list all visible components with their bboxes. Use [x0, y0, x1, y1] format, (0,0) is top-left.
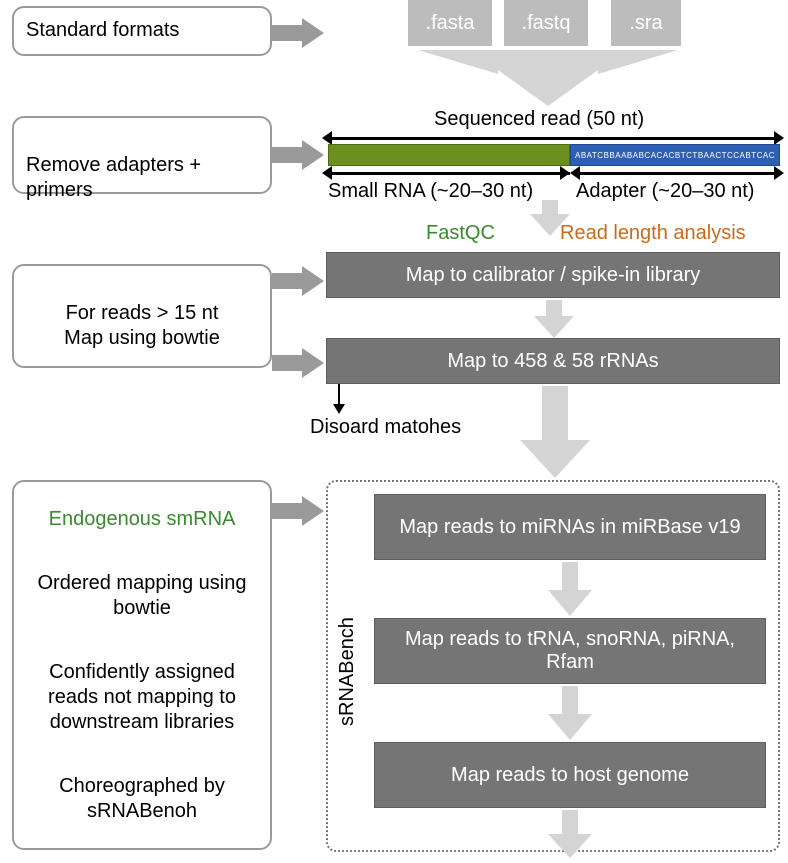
- arrow-mir-trna: [548, 562, 592, 621]
- srnabench-label: sRNABench: [336, 617, 359, 726]
- bottom-arrow-l1: [322, 166, 332, 180]
- arrow-remove: [272, 140, 322, 170]
- bottom-arrow-mid-r: [560, 166, 570, 180]
- step-genome: Map reads to host genome: [374, 742, 766, 808]
- adapter-label: Adapter (~20–30 nt): [576, 180, 754, 203]
- arrow-genome-out: [548, 810, 592, 863]
- top-arrow-right: [774, 131, 784, 145]
- left-box-map-bowtie: For reads > 15 nt Map using bowtie: [12, 264, 272, 368]
- calibrator-text: Map to calibrator / spike-in library: [406, 264, 701, 287]
- trna-text: Map reads to tRNA, snoRNA, piRNA, Rfam: [383, 628, 757, 674]
- discard-arrow: [333, 384, 345, 419]
- endo-title: Endogenous smRNA: [26, 507, 258, 532]
- genome-text: Map reads to host genome: [451, 763, 689, 787]
- discard-label: Disoard matohes: [310, 416, 461, 439]
- format-fasta: .fasta: [408, 0, 492, 46]
- fastqc-label: FastQC: [426, 222, 495, 245]
- rrna-text: Map to 458 & 58 rRNAs: [447, 350, 658, 373]
- endo-l2: Confidently assigned reads not mapping t…: [26, 660, 258, 735]
- format-sra-label: .sra: [629, 12, 662, 35]
- top-arrow-left: [322, 131, 332, 145]
- left-box-endogenous: Endogenous smRNA Ordered mapping using b…: [12, 480, 272, 850]
- map-bowtie-text: For reads > 15 nt Map using bowtie: [64, 302, 220, 349]
- endo-l3: Choreographed by sRNABenoh: [26, 774, 258, 824]
- step-mirbase: Map reads to miRNAs in miRBase v19: [374, 494, 766, 560]
- endo-l1: Ordered mapping using bowtie: [26, 571, 258, 621]
- format-fastq: .fastq: [504, 0, 588, 46]
- bottom-arrow-mid-l: [570, 166, 580, 180]
- arrow-standard: [272, 18, 322, 48]
- seq-read-title: Sequenced read (50 nt): [434, 108, 644, 131]
- step-rrna: Map to 458 & 58 rRNAs: [326, 338, 780, 384]
- step-trna: Map reads to tRNA, snoRNA, piRNA, Rfam: [374, 618, 766, 684]
- converge-arrow: [418, 50, 678, 113]
- small-rna-label: Small RNA (~20–30 nt): [328, 180, 533, 203]
- readlen-label: Read length analysis: [560, 222, 746, 245]
- arrow-endo: [272, 496, 322, 526]
- format-fasta-label: .fasta: [426, 12, 475, 35]
- bottom-arrow-line2: [580, 172, 774, 175]
- left-box-standard-formats: Standard formats: [12, 6, 272, 56]
- small-rna-bar: [328, 144, 570, 166]
- arrow-cal-rrna: [534, 300, 574, 343]
- bottom-arrow-r2: [774, 166, 784, 180]
- remove-adapters-text: Remove adapters + primers: [26, 154, 201, 201]
- arrow-bowtie-1: [272, 266, 322, 296]
- adapter-seq: ABATCBBAABABCACACBTCTBAACTCCABTCAC: [575, 151, 775, 160]
- mirbase-text: Map reads to miRNAs in miRBase v19: [399, 516, 740, 539]
- arrow-trna-genome: [548, 686, 592, 745]
- bottom-arrow-line1: [332, 172, 570, 175]
- format-fastq-label: .fastq: [522, 12, 571, 35]
- top-arrow-line: [332, 137, 774, 140]
- left-box-remove-adapters: Remove adapters + primers: [12, 116, 272, 194]
- step-calibrator: Map to calibrator / spike-in library: [326, 252, 780, 298]
- standard-formats-text: Standard formats: [26, 19, 179, 41]
- arrow-bowtie-2: [272, 348, 322, 378]
- format-sra: .sra: [611, 0, 681, 46]
- arrow-rrna-panel: [520, 386, 590, 483]
- adapter-bar: ABATCBBAABABCACACBTCTBAACTCCABTCAC: [570, 144, 780, 166]
